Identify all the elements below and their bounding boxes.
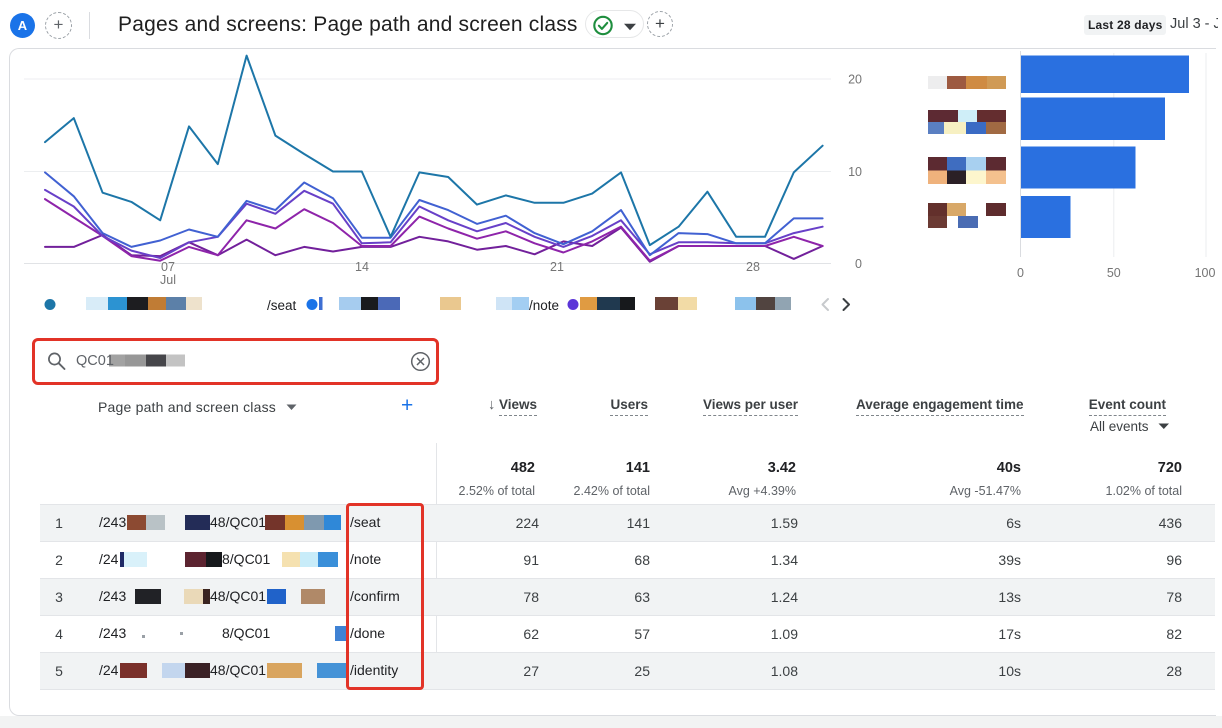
svg-text:10: 10: [848, 165, 862, 179]
svg-text:20: 20: [848, 73, 862, 87]
svg-text:0: 0: [855, 257, 862, 271]
svg-text:21: 21: [550, 260, 564, 274]
svg-text:/note: /note: [529, 298, 559, 313]
svg-text:14: 14: [355, 260, 369, 274]
svg-text:/seat: /seat: [267, 298, 297, 313]
svg-text:0: 0: [1017, 266, 1024, 280]
svg-text:07: 07: [161, 260, 175, 274]
svg-text:100: 100: [1195, 266, 1216, 280]
svg-text:Jul: Jul: [160, 273, 176, 287]
svg-text:50: 50: [1107, 266, 1121, 280]
svg-text:28: 28: [746, 260, 760, 274]
